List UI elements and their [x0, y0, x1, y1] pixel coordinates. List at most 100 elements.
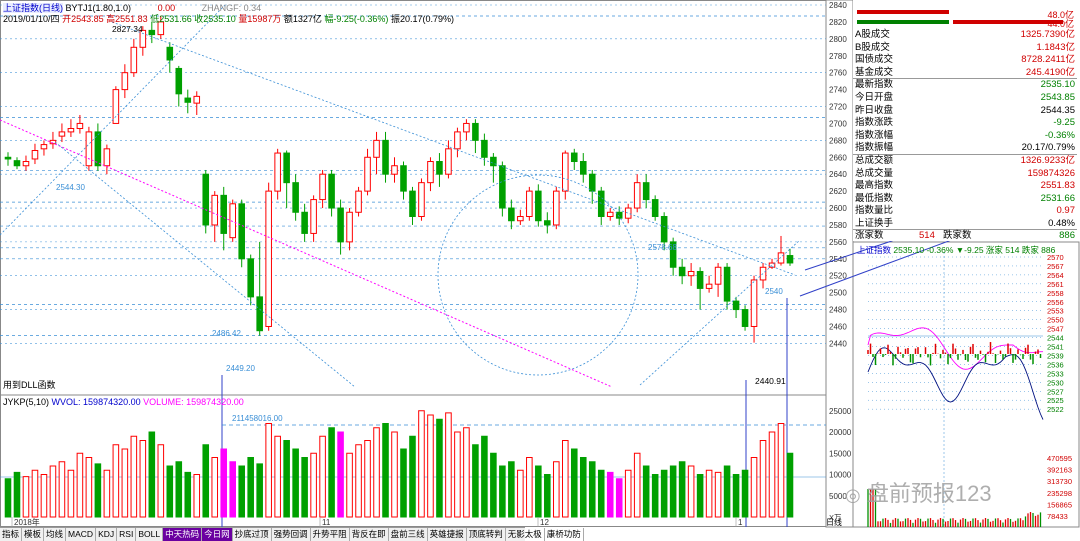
indicator-tab[interactable]: 抄底过顶: [233, 528, 272, 541]
intraday-summary: 2535.10 -0.36% ▼-9.25 涨家 514 跌家 886: [893, 245, 1056, 255]
candle-body: [409, 190, 416, 217]
candle-body: [624, 207, 632, 219]
quote-row: 最新指数 2535.10: [853, 79, 1077, 90]
up-count: 514: [919, 230, 935, 241]
volume-bar: [472, 444, 479, 518]
volume-bar: [184, 471, 192, 518]
ohlc-row: 2019/01/10/四 开2543.85 高2551.83 低2531.66 …: [3, 12, 454, 25]
annot-level: 2486.42: [212, 329, 241, 338]
volume-bar: [355, 444, 362, 518]
volume-bar: [526, 457, 533, 518]
quote-label: 总成交额: [855, 155, 894, 166]
candle-body: [256, 296, 263, 332]
intraday-frame: [852, 241, 1080, 528]
candle-body: [103, 148, 111, 167]
indicator-tab[interactable]: 强势回调: [272, 528, 311, 541]
price-tick: 2560: [829, 238, 847, 247]
indicator-tab[interactable]: 背反在即: [350, 528, 389, 541]
candle-body: [553, 190, 560, 226]
cycle-circle: [437, 174, 639, 376]
volume-bar: [85, 457, 93, 518]
indicator-tab-bar: 指标 模板 均线 MACD KDJ RSI BOLL 中天热码 今日网 抄底过顶 强势回调 升势平阻背…: [0, 527, 584, 541]
candle-body: [687, 270, 695, 277]
price-tick: 2740: [829, 86, 847, 95]
volume-bar: [220, 448, 228, 518]
intraday-header: 上证指数 2535.10 -0.36% ▼-9.25 涨家 514 跌家 886: [857, 244, 1055, 256]
quote-value: 245.4190亿: [1025, 66, 1075, 78]
indicator-tab[interactable]: 模板: [22, 528, 45, 541]
quote-label: 基金成交: [855, 66, 894, 78]
volume-bar: [777, 423, 785, 518]
indicator-tab[interactable]: 指标: [0, 528, 23, 541]
annot-low2: 2440.91: [755, 376, 786, 386]
quote-label: 指数涨跌: [855, 117, 894, 129]
indicator-tab[interactable]: BOLL: [136, 528, 164, 541]
intraday-price-tick: 2567: [1047, 262, 1064, 271]
indicator-tab[interactable]: 中天热码: [163, 528, 203, 541]
quote-row: 总成交量 159874326: [853, 168, 1077, 179]
quote-label: 最高指数: [855, 180, 894, 192]
volume-bar: [588, 461, 596, 518]
candle-body: [427, 161, 434, 184]
candle-body: [445, 148, 452, 175]
indicator-tab[interactable]: 升势平阻: [311, 528, 350, 541]
volume-bar: [31, 469, 39, 518]
candle-body: [535, 190, 542, 222]
watermark: ◎ 盘前预报123: [845, 476, 992, 508]
indicator-tab[interactable]: 英雄捷报: [428, 528, 467, 541]
candle-body: [283, 152, 290, 184]
volume-bar: [166, 465, 174, 518]
quote-value: -0.36%: [1044, 129, 1075, 141]
candle-body: [391, 165, 398, 175]
candle-body: [606, 211, 614, 218]
candle-body: [714, 266, 722, 285]
indicator-tab[interactable]: KDJ: [96, 528, 118, 541]
candle-body: [13, 160, 21, 167]
quote-row: 指数振幅 20.17/0.79%: [853, 142, 1077, 155]
indicator-tab[interactable]: 无影太极: [506, 528, 545, 541]
indicator-tab[interactable]: 康桥功防: [545, 528, 584, 541]
indicator-tab[interactable]: 顶底转判: [467, 528, 506, 541]
indicator-tab[interactable]: MACD: [66, 528, 97, 541]
volume-bar: [418, 410, 425, 518]
volume-bar: [400, 448, 407, 518]
indicator-tab[interactable]: RSI: [117, 528, 137, 541]
volume-bar: [553, 461, 560, 518]
intraday-price-tick: 2550: [1047, 316, 1064, 325]
volume-bar: [130, 435, 138, 518]
volume-bar: [606, 471, 614, 518]
volume-bar: [373, 427, 380, 518]
quote-row: 指数涨幅 -0.36%: [853, 130, 1077, 141]
quote-value: 2544.35: [1040, 104, 1075, 116]
quote-value: 2535.10: [1040, 79, 1075, 91]
candle-body: [58, 131, 66, 137]
candle-body: [615, 211, 623, 219]
intraday-price-tick: 2541: [1047, 343, 1064, 352]
volume-bar: [247, 457, 254, 518]
candle-body: [472, 122, 479, 141]
candle-body: [382, 139, 389, 175]
volume-bar: [265, 423, 272, 518]
indicator-tab[interactable]: 今日网: [202, 528, 233, 541]
indicator-tab[interactable]: 均线: [44, 528, 67, 541]
quote-label: 今日开盘: [855, 92, 894, 103]
candle-body: [481, 139, 488, 158]
candle-body: [696, 270, 704, 289]
volume-bar: [490, 452, 497, 518]
candle-body: [301, 211, 308, 234]
intraday-avg-line: [867, 347, 1044, 420]
quote-label: 国债成交: [855, 54, 894, 66]
indicator-tab[interactable]: 盘前三线: [389, 528, 428, 541]
quote-value: 8728.2411亿: [1021, 54, 1075, 66]
volume-bar: [175, 461, 183, 518]
intraday-price-tick: 2525: [1047, 396, 1064, 405]
candle-body: [651, 199, 659, 218]
fan-line: [0, 4, 226, 236]
volume-bar: [714, 471, 722, 518]
volume-bar: [391, 431, 398, 518]
candle-body: [166, 46, 174, 61]
volume-bar: [292, 448, 299, 518]
candle-body: [705, 283, 713, 289]
candle-body: [157, 21, 165, 36]
